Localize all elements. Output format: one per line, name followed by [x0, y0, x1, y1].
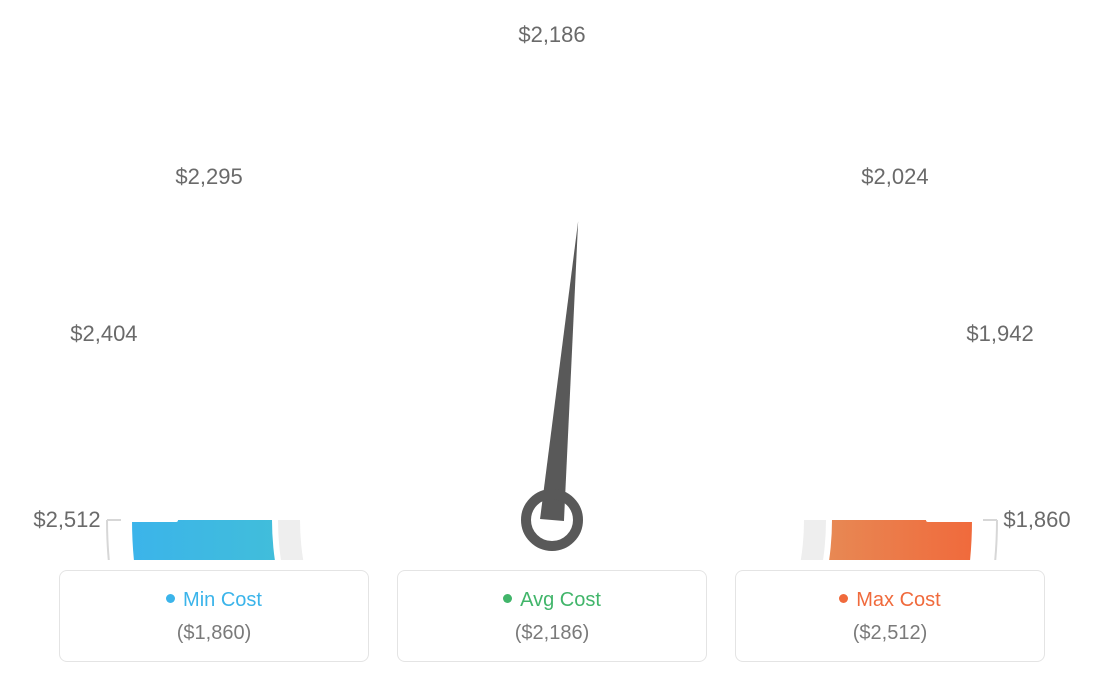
gauge-tick-minor [880, 287, 902, 301]
gauge-tick-minor [938, 438, 964, 443]
gauge-band [132, 520, 972, 560]
gauge-chart: $1,860$1,942$2,024$2,186$2,295$2,404$2,5… [52, 20, 1052, 560]
legend-title-text: Max Cost [856, 589, 940, 611]
legend-dot-icon [503, 594, 512, 603]
legend-title-text: Avg Cost [520, 589, 601, 611]
legend-dot-icon [839, 594, 848, 603]
gauge-tick-major [391, 132, 408, 173]
gauge-tick-major [696, 132, 713, 173]
legend-title: Min Cost [70, 589, 358, 612]
gauge-tick-label: $1,860 [1003, 507, 1070, 533]
gauge-tick-major [818, 223, 849, 254]
legend-title: Avg Cost [408, 589, 696, 612]
gauge-tick-minor [140, 438, 166, 443]
legend-card-min-cost: Min Cost ($1,860) [59, 570, 369, 662]
legend-title: Max Cost [746, 589, 1034, 612]
gauge-needle [540, 221, 578, 521]
gauge-tick-label: $2,186 [518, 22, 585, 48]
gauge-tick-major [255, 223, 286, 254]
gauge-svg [52, 20, 1052, 560]
gauge-inner-ring [278, 520, 826, 560]
gauge-tick-minor [319, 171, 333, 193]
legend-card-max-cost: Max Cost ($2,512) [735, 570, 1045, 662]
legend-dot-icon [166, 594, 175, 603]
legend-row: Min Cost ($1,860) Avg Cost ($2,186) Max Cost… [20, 570, 1084, 662]
gauge-tick-minor [470, 108, 475, 134]
legend-card-avg-cost: Avg Cost ($2,186) [397, 570, 707, 662]
gauge-tick-major [899, 359, 940, 376]
gauge-tick-minor [629, 108, 634, 134]
gauge-tick-major [164, 359, 205, 376]
gauge-tick-label: $2,295 [175, 164, 242, 190]
gauge-tick-minor [771, 171, 785, 193]
gauge-tick-label: $1,942 [966, 321, 1033, 347]
gauge-tick-label: $2,512 [33, 507, 100, 533]
legend-value: ($2,512) [746, 622, 1034, 645]
legend-title-text: Min Cost [183, 589, 262, 611]
gauge-tick-minor [203, 287, 225, 301]
legend-value: ($2,186) [408, 622, 696, 645]
gauge-tick-label: $2,024 [861, 164, 928, 190]
legend-value: ($1,860) [70, 622, 358, 645]
gauge-tick-label: $2,404 [70, 321, 137, 347]
